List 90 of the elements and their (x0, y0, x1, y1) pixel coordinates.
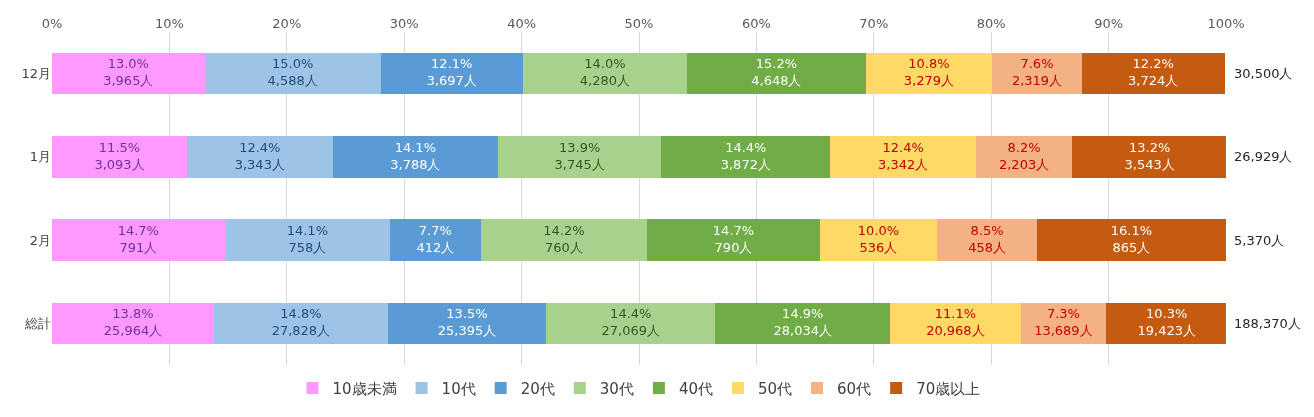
bar (52, 302, 215, 345)
x-tick-label: 80% (976, 16, 1006, 32)
legend-label: 30代 (599, 379, 634, 398)
bar (498, 136, 662, 178)
bar (224, 219, 391, 261)
data-label: 14.8% 27,828人 (271, 306, 331, 339)
bar (380, 52, 523, 95)
data-label: 14.7% 791人 (117, 222, 159, 255)
x-tick-label: 50% (624, 16, 654, 32)
bar (865, 52, 993, 95)
legend-label: 70歳以上 (916, 379, 981, 398)
data-label: 14.2% 760人 (543, 222, 585, 255)
bar (387, 302, 547, 345)
bar (187, 136, 333, 178)
x-tick-label: 10% (154, 16, 184, 32)
bar (937, 219, 1037, 261)
x-tick-label: 20% (272, 16, 302, 32)
x-tick-label: 70% (859, 16, 889, 32)
bar (975, 136, 1073, 178)
x-tick-label: 0% (41, 16, 63, 32)
bar (830, 136, 976, 178)
bar (52, 219, 225, 261)
data-label: 12.4% 3,342人 (878, 139, 929, 172)
bar (522, 52, 688, 95)
data-label: 12.4% 3,343人 (234, 139, 285, 172)
data-label: 13.2% 3,543人 (1124, 139, 1175, 172)
data-label: 14.9% 28,034人 (773, 306, 833, 339)
bar (332, 136, 499, 178)
bar (1081, 52, 1225, 95)
bar (52, 52, 205, 95)
legend-label: 10歳未満 (332, 379, 397, 398)
bar (1106, 302, 1226, 345)
data-label: 14.0% 4,280人 (579, 56, 631, 89)
text: 30,500人 (1234, 66, 1293, 81)
legend-label: 60代 (837, 379, 872, 398)
data-label: 14.1% 3,788人 (390, 139, 441, 172)
data-label: 14.7% 790人 (712, 222, 755, 255)
y-tick-label: 12月 (21, 66, 51, 82)
x-tick-label: 60% (741, 16, 771, 32)
x-tick-label: 30% (389, 16, 419, 32)
data-label: 10.3% 19,423人 (1137, 306, 1196, 339)
x-tick-label: 40% (507, 16, 537, 32)
bar (480, 219, 648, 261)
y-tick-label: 1月 (29, 149, 51, 165)
x-tick-label: 100% (1207, 16, 1245, 32)
legend-label: 10代 (441, 379, 476, 398)
data-label: 7.7% 412人 (416, 222, 455, 255)
bar (546, 302, 716, 345)
data-label: 16.1% 865人 (1110, 222, 1153, 255)
bar (992, 52, 1082, 95)
bar (661, 136, 831, 178)
bar (52, 136, 188, 178)
text: 188,370人 (1234, 316, 1301, 331)
data-label: 13.8% 25,964人 (103, 306, 163, 339)
data-label: 10.0% 536人 (857, 222, 900, 255)
data-label: 12.2% 3,724人 (1128, 56, 1179, 89)
x-tick-label: 90% (1094, 16, 1124, 32)
y-tick-label: 総計 (24, 315, 51, 331)
bar (204, 52, 381, 95)
data-label: 7.6% 2,319人 (1011, 56, 1063, 89)
data-label: 7.3% 13,689人 (1034, 306, 1093, 339)
data-label: 14.4% 3,872人 (720, 139, 771, 172)
data-label: 11.5% 3,093人 (94, 139, 145, 172)
bar (214, 302, 388, 345)
bar (687, 52, 866, 95)
data-label: 8.2% 2,203人 (998, 139, 1050, 172)
data-label: 13.5% 25,395人 (437, 306, 497, 339)
bar (715, 302, 891, 345)
legend-label: 40代 (678, 379, 713, 398)
text: 26,929人 (1234, 149, 1293, 164)
legend-label: 50代 (757, 379, 793, 398)
data-label: 10.8% 3,279人 (903, 56, 955, 89)
data-label: 15.0% 4,588人 (267, 56, 318, 89)
text: 5,370人 (1234, 233, 1285, 248)
data-label: 13.0% 3,965人 (103, 56, 154, 89)
bar (819, 219, 938, 261)
legend-label: 20代 (520, 379, 555, 398)
data-label: 14.4% 27,069人 (601, 306, 661, 339)
data-label: 13.9% 3,745人 (554, 139, 605, 172)
bar (647, 219, 820, 261)
data-label: 12.1% 3,697人 (426, 56, 477, 89)
bar (390, 219, 481, 261)
data-label: 14.1% 758人 (286, 222, 329, 255)
bar (1072, 136, 1226, 178)
data-label: 8.5% 458人 (968, 222, 1006, 255)
data-label: 15.2% 4,648人 (751, 56, 802, 89)
y-tick-label: 2月 (29, 232, 51, 248)
bar (1036, 219, 1226, 261)
bar (890, 302, 1021, 345)
data-label: 11.1% 20,968人 (926, 306, 985, 339)
